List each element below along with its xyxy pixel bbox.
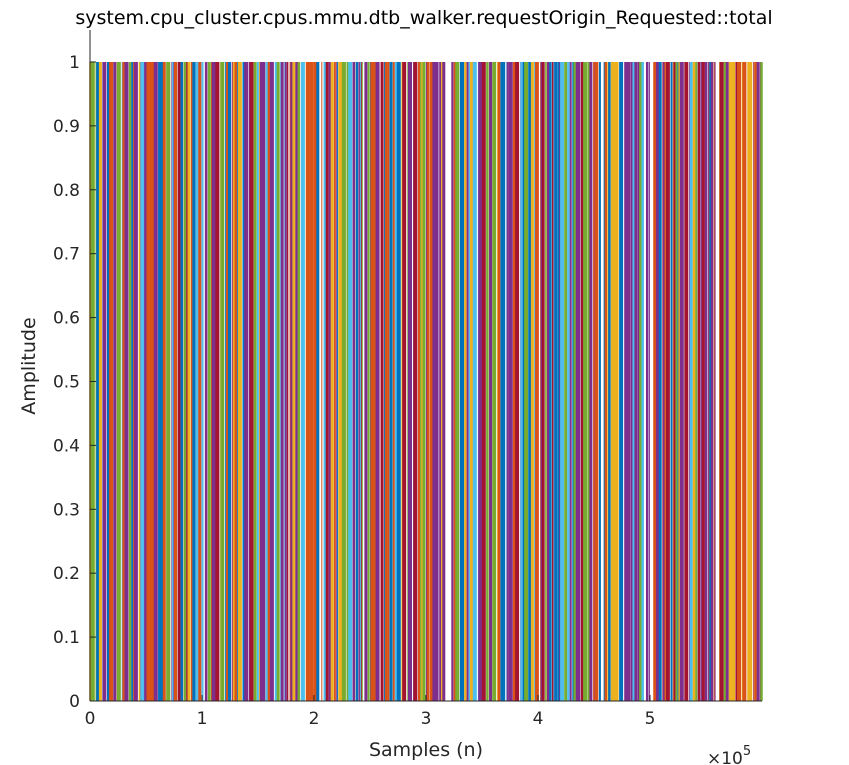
- y-tick-label: 1: [69, 53, 80, 73]
- x-tick-label: 0: [85, 709, 96, 729]
- y-tick-label: 0.5: [53, 372, 80, 392]
- x-tick-label: 5: [645, 709, 656, 729]
- y-tick-label: 0.8: [53, 181, 80, 201]
- x-axis-exponent-base: ×10: [707, 749, 743, 765]
- plot-area: [89, 61, 763, 701]
- y-tick-label: 0.4: [53, 436, 80, 456]
- x-axis-label: Samples (n): [369, 739, 483, 761]
- x-tick-label: 3: [421, 709, 432, 729]
- x-tick-label: 1: [197, 709, 208, 729]
- y-tick-label: 0.2: [53, 564, 80, 584]
- y-tick-label: 0.7: [53, 245, 80, 265]
- y-axis-label: Amplitude: [18, 317, 40, 414]
- chart-title: system.cpu_cluster.cpus.mmu.dtb_walker.r…: [75, 7, 772, 29]
- x-axis-ticks: 0 1 2 3 4 5: [85, 695, 656, 729]
- y-tick-label: 0.6: [53, 309, 80, 329]
- y-tick-label: 0: [69, 692, 80, 712]
- y-tick-label: 0.3: [53, 500, 80, 520]
- x-axis-exponent-power: 5: [743, 744, 751, 759]
- x-tick-label: 2: [309, 709, 320, 729]
- y-tick-label: 0.1: [53, 628, 80, 648]
- x-tick-label: 4: [533, 709, 544, 729]
- y-axis-ticks: 0 0.1 0.2 0.3 0.4 0.5 0.6 0.7 0.8 0.9 1: [53, 53, 96, 712]
- y-tick-label: 0.9: [53, 117, 80, 137]
- x-axis-exponent: ×105: [707, 744, 751, 765]
